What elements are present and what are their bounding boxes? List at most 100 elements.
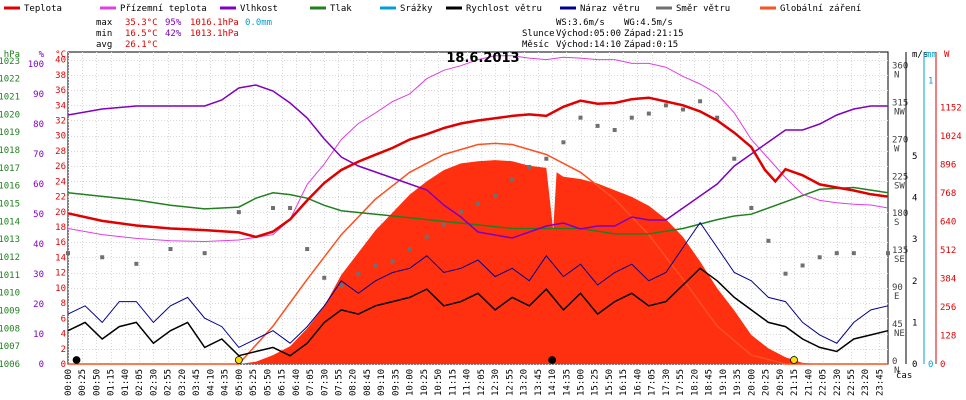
stat-press: 1016.1hPa	[190, 18, 239, 28]
axis-tick-left: 20	[33, 300, 44, 310]
wind-direction-point	[817, 255, 822, 260]
axis-unit-left: °C	[55, 50, 66, 60]
wind-direction-point	[886, 251, 890, 256]
axis-tick-left: 40	[55, 56, 66, 66]
axis-tick-direction: 225	[892, 172, 908, 182]
axis-tick-left: 6	[61, 314, 66, 324]
axis-tick-right: 128	[940, 331, 956, 341]
axis-tick-left: 1015	[0, 200, 20, 210]
axis-tick-x: 11:40	[463, 369, 473, 396]
axis-tick-x: 07:55	[334, 369, 344, 396]
stat-temp: 35.3°C	[125, 18, 158, 28]
axis-tick-left: 1023	[0, 57, 20, 67]
marker-moonrise	[548, 356, 557, 364]
axis-tick-left: 38	[55, 71, 66, 81]
axis-tick-left: 80	[33, 120, 44, 130]
axis-tick-direction: 180	[892, 209, 908, 219]
axis-tick-x: 19:35	[733, 369, 743, 396]
axis-tick-left: 24	[55, 177, 66, 187]
axis-tick-x: 07:05	[306, 369, 316, 396]
stat-moonrise: Východ:14:10	[556, 40, 621, 50]
axis-tick-x: 02:30	[149, 369, 159, 396]
axis-tick-x: 07:30	[320, 369, 330, 396]
axis-tick-left: 70	[33, 150, 44, 160]
stat-sunrise: Východ:05:00	[556, 29, 621, 39]
axis-tick-right: 1024	[940, 132, 962, 142]
legend-label: Náraz větru	[580, 4, 640, 14]
stat-press: 1013.1hPa	[190, 29, 239, 39]
axis-tick-right: 512	[940, 246, 956, 256]
wind-direction-point	[510, 177, 515, 182]
wind-direction-point	[66, 251, 70, 256]
legend-label: Přízemní teplota	[120, 4, 207, 14]
axis-tick-x: 08:20	[349, 369, 359, 396]
axis-tick-left: 30	[33, 270, 44, 280]
axis-tick-right: 256	[940, 303, 956, 313]
axis-tick-x: 12:05	[477, 369, 487, 396]
axis-tick-direction: 315	[892, 98, 908, 108]
wind-direction-point	[458, 210, 463, 215]
wind-direction-point	[407, 247, 412, 252]
wind-direction-point	[202, 251, 207, 256]
axis-tick-right: 768	[940, 189, 956, 199]
axis-tick-x: 11:15	[448, 369, 458, 396]
axis-tick-left: 0	[39, 360, 44, 370]
axis-tick-left: 1014	[0, 217, 20, 227]
axis-tick-x: 22:30	[833, 369, 843, 396]
wind-direction-point	[681, 107, 685, 112]
axis-tick-right: 384	[940, 274, 956, 284]
axis-tick-x: 12:55	[505, 369, 515, 396]
plot-area	[66, 55, 890, 365]
axis-tick-left: 1009	[0, 307, 20, 317]
wind-direction-point	[749, 206, 754, 210]
marker-moonset	[72, 356, 81, 364]
axis-tick-left: 1016	[0, 182, 20, 192]
axis-tick-x: 10:50	[434, 369, 444, 396]
axis-tick-left: 8	[61, 299, 66, 309]
axis-tick-x: 08:45	[363, 369, 373, 396]
axes: hPa1006100710081009101010111012101310141…	[0, 50, 962, 396]
axis-tick-right: 0	[928, 360, 933, 370]
axis-tick-x: 18:45	[705, 369, 715, 396]
axis-tick-x: 17:55	[676, 369, 686, 396]
axis-label-x: čas	[896, 370, 912, 381]
legend-label: Teplota	[24, 4, 62, 14]
axis-tick-left: 1022	[0, 75, 20, 85]
chart-title: 18.6.2013	[446, 51, 519, 66]
stat-label: avg	[96, 40, 112, 50]
axis-tick-left: 1021	[0, 93, 20, 103]
wind-direction-point	[544, 156, 549, 161]
axis-tick-direction-label: S	[894, 218, 899, 228]
axis-tick-x: 03:20	[178, 369, 188, 396]
axis-tick-left: 100	[28, 60, 44, 70]
axis-tick-x: 06:40	[292, 369, 302, 396]
legend-label: Vlhkost	[240, 4, 278, 14]
stat-sun-label: Slunce	[522, 29, 555, 39]
axis-tick-right: 3	[912, 235, 917, 245]
axis-tick-x: 10:00	[406, 369, 416, 396]
stat-label: min	[96, 29, 112, 39]
axis-tick-left: 22	[55, 193, 66, 203]
axis-tick-direction: 360	[892, 61, 908, 71]
series-solar-radiation	[68, 160, 888, 364]
axis-tick-left: 10	[55, 284, 66, 294]
axis-tick-right: 1	[928, 76, 933, 86]
axis-tick-x: 22:05	[819, 369, 829, 396]
axis-tick-x: 05:50	[263, 369, 273, 396]
axis-tick-direction: 0	[892, 357, 897, 367]
axis-tick-x: 04:35	[221, 369, 231, 396]
wind-direction-point	[441, 222, 446, 227]
axis-tick-left: 26	[55, 162, 66, 172]
wind-direction-point	[424, 234, 429, 239]
axis-tick-x: 09:10	[377, 369, 387, 396]
axis-tick-x: 16:15	[619, 369, 629, 396]
axis-tick-right: 1	[912, 318, 917, 328]
axis-tick-x: 17:30	[662, 369, 672, 396]
axis-tick-left: 4	[61, 330, 66, 340]
wind-direction-point	[356, 271, 361, 276]
axis-tick-x: 02:55	[164, 369, 174, 396]
axis-tick-x: 04:10	[206, 369, 216, 396]
wind-direction-point	[100, 255, 105, 260]
axis-unit-right: mm	[926, 50, 937, 60]
